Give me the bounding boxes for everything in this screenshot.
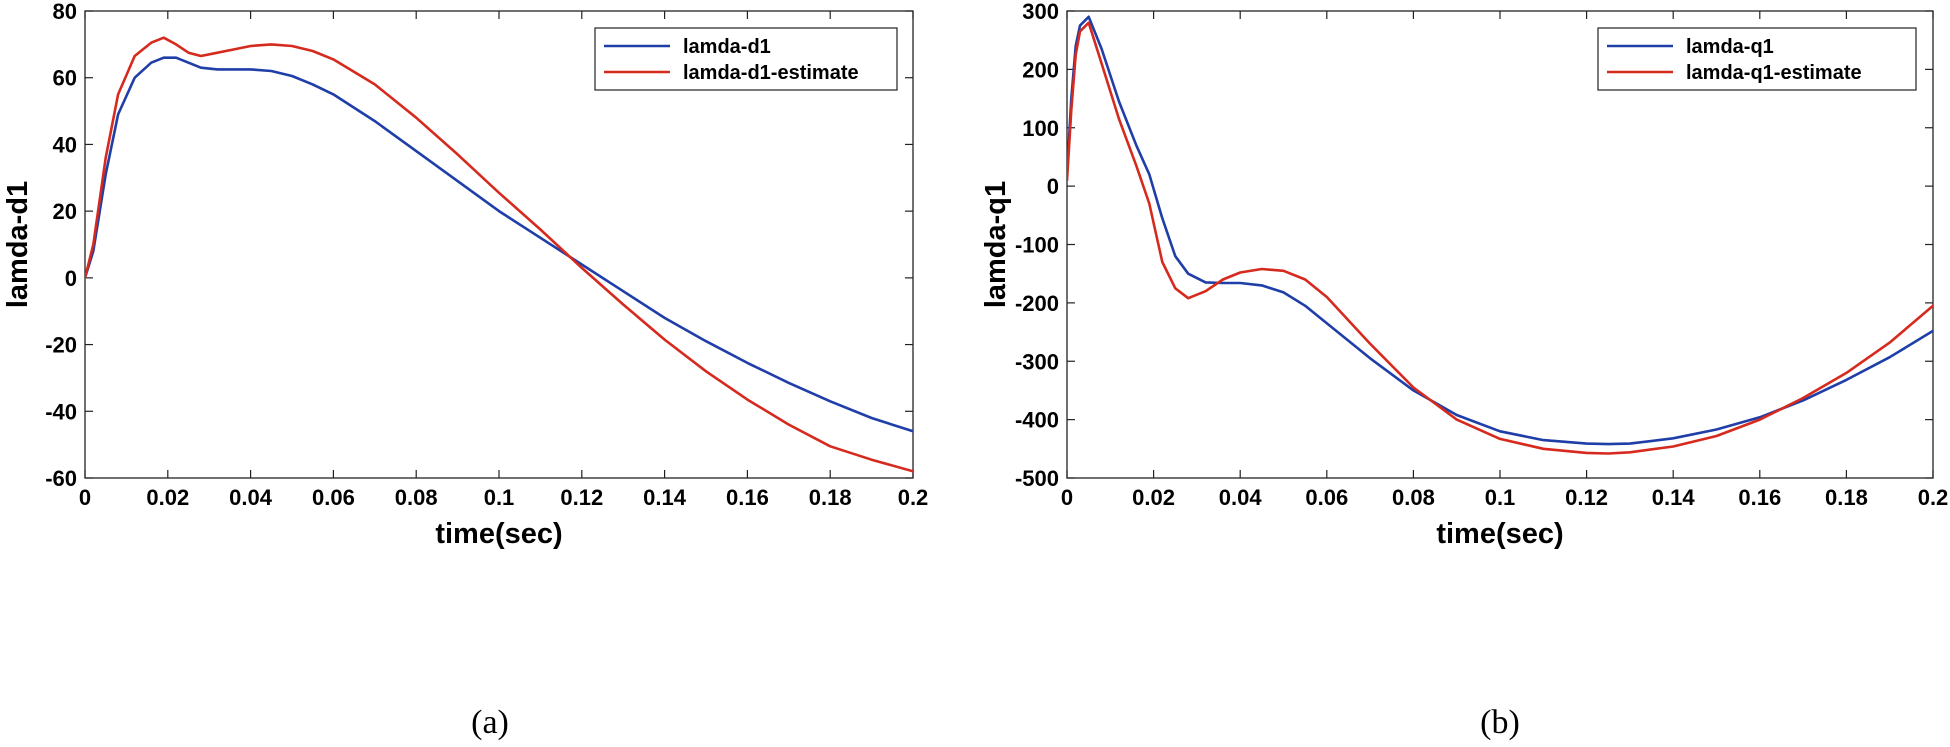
- x-tick-label: 0.04: [1219, 485, 1263, 510]
- y-axis-label: lamda-d1: [2, 181, 34, 308]
- y-tick-label: 40: [53, 132, 77, 157]
- x-tick-label: 0.14: [643, 485, 687, 510]
- x-axis-label: time(sec): [1436, 518, 1563, 550]
- y-tick-label: 300: [1022, 0, 1059, 24]
- y-axis-label: lamda-q1: [980, 181, 1012, 308]
- series-line: [1067, 21, 1933, 455]
- y-tick-label: -400: [1015, 408, 1059, 433]
- x-tick-label: 0.06: [1305, 485, 1348, 510]
- y-tick-label: -60: [45, 466, 77, 491]
- y-tick-label: -20: [45, 333, 77, 358]
- chart-panel: 0 0.02 0.04 0.06 0.08 0.1 0.12 0.14 0.16 0.18 0.2 -…: [980, 0, 1948, 741]
- series-line: [85, 36, 913, 473]
- y-tick-label: 0: [1047, 174, 1059, 199]
- legend: lamda-d1 lamda-d1-estimate: [594, 27, 898, 91]
- x-tick-label: 0.14: [1652, 485, 1696, 510]
- y-tick-label: -300: [1015, 349, 1059, 374]
- x-tick-label: 0.1: [484, 485, 515, 510]
- x-tick-label: 0.18: [1825, 485, 1868, 510]
- legend: lamda-q1 lamda-q1-estimate: [1597, 27, 1917, 91]
- y-tick-label: 20: [53, 199, 77, 224]
- y-tick-label: -40: [45, 399, 77, 424]
- y-tick-label: -100: [1015, 233, 1059, 258]
- y-tick-label: 80: [53, 0, 77, 24]
- x-tick-label: 0.02: [1132, 485, 1175, 510]
- x-tick-label: 0.1: [1485, 485, 1516, 510]
- legend-label: lamda-q1: [1686, 36, 1774, 58]
- y-tick-label: 60: [53, 66, 77, 91]
- x-tick-label: 0.02: [146, 485, 189, 510]
- y-tick-label: 100: [1022, 116, 1059, 141]
- x-tick-label: 0.16: [1738, 485, 1781, 510]
- x-tick-label: 0.2: [898, 485, 929, 510]
- x-tick-label: 0.16: [726, 485, 769, 510]
- x-tick-label: 0.08: [1392, 485, 1435, 510]
- legend-label: lamda-d1-estimate: [683, 62, 859, 84]
- chart-panel: 0 0.02 0.04 0.06 0.08 0.1 0.12 0.14 0.16 0.18 0.2 -…: [2, 0, 928, 741]
- series-line: [1067, 15, 1933, 446]
- x-tick-label: 0: [1061, 485, 1073, 510]
- panel-caption: (a): [471, 704, 509, 741]
- legend-box: [594, 27, 898, 91]
- x-tick-label: 0.18: [809, 485, 852, 510]
- x-tick-label: 0.06: [312, 485, 355, 510]
- panel-caption: (b): [1480, 704, 1520, 741]
- x-axis-label: time(sec): [435, 518, 562, 550]
- x-tick-label: 0: [79, 485, 91, 510]
- x-tick-label: 0.12: [1565, 485, 1608, 510]
- legend-label: lamda-q1-estimate: [1686, 62, 1862, 84]
- legend-box: [1597, 27, 1917, 91]
- series-line: [85, 56, 913, 433]
- x-tick-label: 0.12: [560, 485, 603, 510]
- legend-label: lamda-d1: [683, 36, 771, 58]
- x-tick-label: 0.04: [229, 485, 273, 510]
- y-tick-label: -500: [1015, 466, 1059, 491]
- x-tick-label: 0.08: [395, 485, 438, 510]
- y-tick-label: -200: [1015, 291, 1059, 316]
- y-tick-label: 0: [65, 266, 77, 291]
- x-tick-label: 0.2: [1918, 485, 1949, 510]
- y-tick-label: 200: [1022, 57, 1059, 82]
